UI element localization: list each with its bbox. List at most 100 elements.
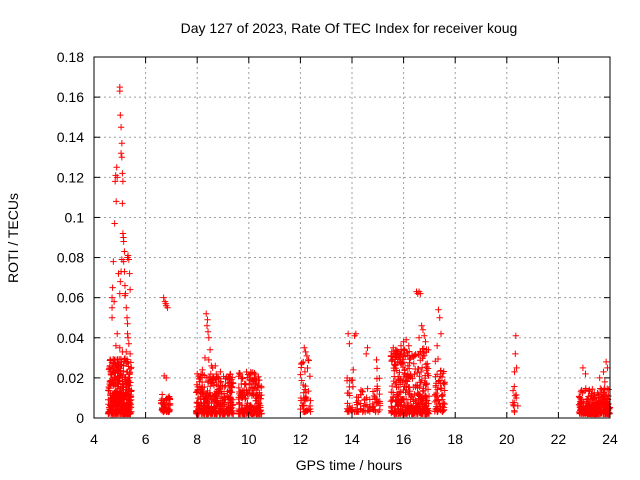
data-point: [584, 395, 592, 403]
data-point: [116, 365, 124, 372]
data-point: [405, 342, 412, 349]
data-point: [204, 328, 212, 335]
data-point: [201, 354, 209, 362]
data-point: [126, 350, 134, 358]
data-point: [194, 400, 202, 407]
data-point: [204, 316, 211, 323]
data-point: [436, 314, 443, 321]
data-point: [441, 380, 448, 388]
data-point: [401, 347, 408, 354]
y-tick-label: 0.18: [57, 49, 84, 65]
data-point: [112, 393, 119, 401]
data-point: [125, 256, 133, 263]
data-point: [346, 402, 353, 410]
data-point: [205, 356, 213, 364]
data-point: [213, 370, 220, 378]
data-point: [353, 408, 361, 415]
data-point: [121, 248, 128, 255]
chart-title: Day 127 of 2023, Rate Of TEC Index for r…: [181, 20, 518, 36]
data-point: [201, 410, 208, 418]
data-point: [244, 371, 252, 378]
data-point: [412, 352, 419, 359]
data-point: [346, 392, 353, 399]
data-point: [193, 370, 201, 378]
y-tick-label: 0.16: [57, 89, 84, 105]
data-point: [432, 383, 440, 391]
data-point: [111, 381, 119, 389]
data-point: [409, 393, 416, 401]
data-point: [215, 400, 222, 407]
data-point: [247, 402, 254, 409]
data-point: [199, 366, 206, 374]
data-point: [105, 404, 113, 411]
data-point: [369, 388, 377, 395]
data-point: [117, 111, 124, 119]
data-point: [419, 345, 426, 353]
data-point: [205, 374, 213, 381]
data-point: [194, 399, 201, 406]
data-point: [511, 408, 518, 416]
data-point: [586, 404, 594, 411]
data-point: [214, 374, 222, 381]
data-point: [389, 396, 396, 404]
data-point: [106, 378, 113, 385]
data-point: [116, 290, 123, 297]
data-point: [404, 362, 412, 369]
data-point: [413, 369, 421, 377]
data-point: [375, 398, 382, 406]
data-point: [394, 391, 401, 399]
data-point: [107, 378, 115, 386]
data-point: [160, 294, 167, 301]
data-point: [512, 350, 519, 358]
data-point: [111, 356, 119, 363]
data-point: [583, 403, 590, 410]
x-tick-label: 22: [551, 431, 567, 447]
data-point: [350, 366, 357, 374]
data-point: [121, 355, 129, 362]
data-point: [364, 344, 371, 352]
data-point: [588, 408, 595, 415]
x-tick-label: 16: [396, 431, 412, 447]
data-point: [391, 362, 399, 369]
data-point: [579, 409, 586, 416]
data-point: [117, 361, 125, 368]
data-point: [410, 360, 417, 367]
data-point: [117, 394, 125, 402]
data-point: [215, 375, 223, 382]
data-point: [111, 178, 119, 185]
data-point: [391, 367, 398, 374]
data-point: [113, 164, 120, 171]
data-point: [439, 370, 447, 377]
data-point: [392, 403, 399, 410]
data-point: [220, 390, 228, 397]
data-point: [257, 406, 265, 414]
data-point: [124, 330, 131, 337]
data-point: [374, 385, 381, 392]
data-point: [109, 284, 116, 291]
data-point: [403, 377, 410, 384]
data-point: [301, 386, 309, 393]
data-point: [415, 351, 423, 358]
data-point: [422, 410, 429, 418]
data-point: [301, 397, 309, 404]
data-point: [193, 408, 200, 416]
data-point: [601, 392, 609, 399]
data-point: [223, 408, 230, 415]
data-point: [123, 304, 130, 311]
data-point: [514, 402, 522, 410]
grid-lines: [94, 57, 610, 418]
data-point: [123, 383, 130, 391]
x-tick-label: 24: [602, 431, 618, 447]
data-point: [373, 356, 380, 364]
data-point: [244, 390, 251, 398]
data-point: [579, 364, 587, 372]
data-point: [126, 405, 133, 413]
data-point: [127, 379, 134, 386]
data-point: [388, 388, 395, 396]
x-tick-label: 18: [447, 431, 463, 447]
data-point: [227, 408, 235, 416]
data-point: [119, 178, 127, 185]
data-point: [257, 384, 265, 391]
data-point: [117, 278, 124, 285]
data-point: [357, 400, 364, 407]
